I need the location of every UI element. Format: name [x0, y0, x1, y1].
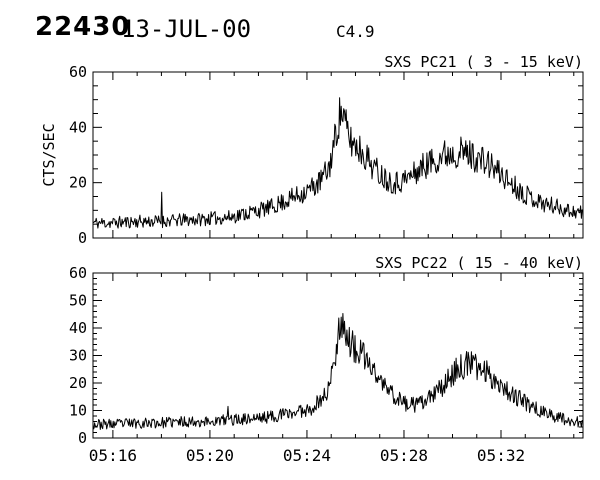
y-tick-label: 0 [78, 429, 87, 447]
bottom-panel-axes-ticks: 0 10 20 30 40 50 60 05:16 05:20 05:24 05:28 05:32 [69, 264, 583, 465]
y-tick-label: 60 [69, 63, 87, 81]
bottom-panel: SXS PC22 ( 15 - 40 keV) 0 10 20 30 40 50 60 05:… [69, 254, 584, 465]
top-panel: SXS PC21 ( 3 - 15 keV) CTS/SEC 0 20 40 60 [40, 53, 584, 247]
top-panel-ylabel: CTS/SEC [40, 123, 58, 186]
y-tick-label: 20 [69, 174, 87, 192]
bottom-panel-series-pc22 [92, 313, 583, 430]
y-tick-label: 20 [69, 374, 87, 392]
y-tick-label: 30 [69, 347, 87, 365]
bottom-panel-title: SXS PC22 ( 15 - 40 keV) [375, 254, 583, 272]
y-tick-label: 10 [69, 402, 87, 420]
bottom-panel-frame [92, 272, 584, 439]
lightcurve-trace [92, 97, 583, 229]
top-panel-frame [92, 71, 584, 239]
flare-number: 22430 [35, 12, 131, 42]
x-tick-label: 05:16 [89, 446, 137, 465]
top-panel-axes-ticks: 0 20 40 60 [69, 63, 583, 247]
y-tick-label: 60 [69, 264, 87, 282]
lightcurve-trace [92, 313, 583, 430]
y-tick-label: 0 [78, 229, 87, 247]
x-tick-label: 05:32 [477, 446, 525, 465]
y-tick-label: 40 [69, 319, 87, 337]
flare-date: 13-JUL-00 [121, 15, 252, 43]
top-panel-series-pc21 [92, 97, 583, 229]
x-tick-label: 05:24 [283, 446, 331, 465]
y-tick-label: 40 [69, 118, 87, 136]
y-tick-label: 50 [69, 292, 87, 310]
goes-class: C4.9 [336, 22, 375, 41]
x-tick-label: 05:28 [380, 446, 428, 465]
x-tick-label: 05:20 [186, 446, 234, 465]
top-panel-title: SXS PC21 ( 3 - 15 keV) [384, 53, 583, 71]
